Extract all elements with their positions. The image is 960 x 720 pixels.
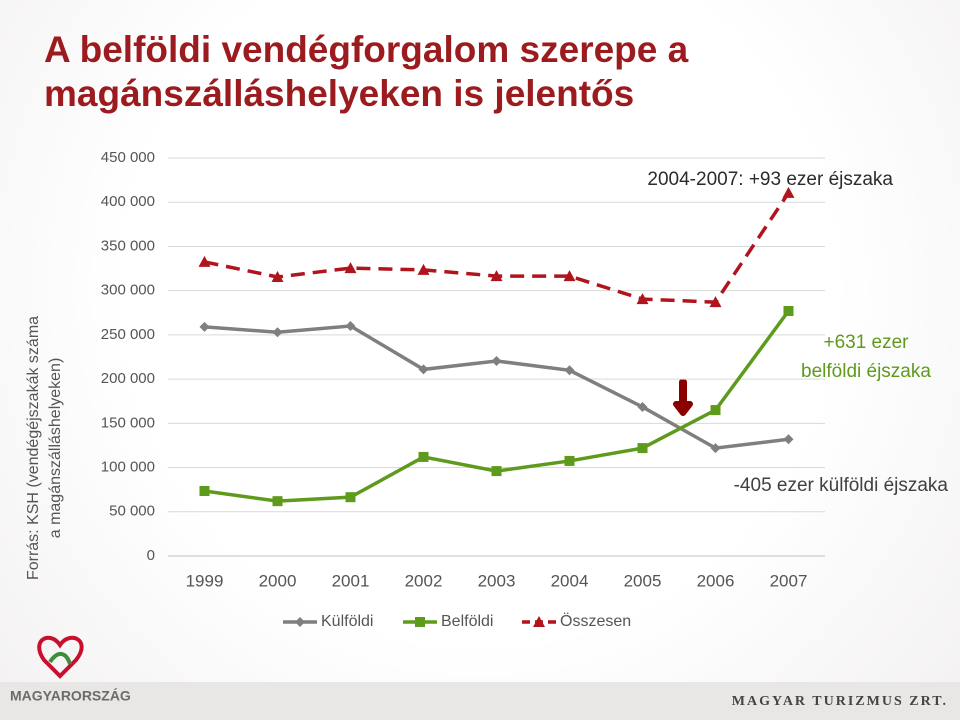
legend-marker xyxy=(415,617,425,627)
footer-right: MAGYAR TURIZMUS ZRT. xyxy=(732,694,948,709)
x-tick-label: 2000 xyxy=(259,571,297,590)
data-point xyxy=(417,263,430,275)
data-point xyxy=(272,496,283,507)
data-point xyxy=(198,255,211,267)
x-tick-label: 2004 xyxy=(551,571,589,590)
y-tick-label: 250 000 xyxy=(101,326,155,343)
annotation: 2004-2007: +93 ezer éjszaka xyxy=(647,169,893,190)
data-point xyxy=(272,327,283,338)
y-tick-label: 350 000 xyxy=(101,237,155,254)
legend-label: Külföldi xyxy=(321,613,373,630)
x-tick-label: 2001 xyxy=(332,571,370,590)
data-point xyxy=(783,306,794,317)
series-line xyxy=(204,191,790,304)
y-tick-label: 0 xyxy=(147,547,155,564)
y-tick-label: 150 000 xyxy=(101,414,155,431)
footer-bar xyxy=(0,682,960,720)
data-point xyxy=(563,270,576,282)
legend-label: Belföldi xyxy=(441,613,493,630)
legend-marker xyxy=(533,616,545,627)
data-point xyxy=(199,321,210,332)
footer-left: MAGYARORSZÁG xyxy=(10,688,131,704)
y-tick-label: 300 000 xyxy=(101,282,155,299)
y-tick-label: 450 000 xyxy=(101,149,155,166)
data-point xyxy=(344,262,357,274)
y-tick-label: 400 000 xyxy=(101,193,155,210)
y-tick-label: 200 000 xyxy=(101,370,155,387)
series-line xyxy=(204,324,789,450)
annotation: belföldi éjszaka xyxy=(801,361,931,382)
legend-label: Összesen xyxy=(560,612,631,630)
legend-marker xyxy=(295,617,305,627)
x-tick-label: 2003 xyxy=(478,571,516,590)
y-tick-label: 50 000 xyxy=(109,503,155,520)
x-tick-label: 2002 xyxy=(405,571,443,590)
data-point xyxy=(418,364,429,375)
x-tick-label: 2007 xyxy=(770,571,808,590)
data-point xyxy=(345,321,356,332)
arrow-icon xyxy=(673,379,693,416)
data-point xyxy=(564,365,575,376)
x-tick-label: 1999 xyxy=(186,571,224,590)
data-point xyxy=(783,434,794,445)
y-axis-label: Forrás: KSH (vendégéjszakák száma xyxy=(25,316,42,580)
data-point xyxy=(710,405,721,416)
data-point xyxy=(491,466,502,477)
data-point xyxy=(345,492,356,503)
data-point xyxy=(637,443,648,454)
data-point xyxy=(199,485,210,496)
slide-title: A belföldi vendégforgalom szerepe a magá… xyxy=(44,29,689,114)
annotation: +631 ezer xyxy=(823,332,909,353)
data-point xyxy=(636,293,649,305)
data-point xyxy=(418,451,429,462)
data-point xyxy=(490,270,503,282)
y-tick-label: 100 000 xyxy=(101,459,155,476)
data-point xyxy=(710,443,721,454)
annotation: -405 ezer külföldi éjszaka xyxy=(734,475,949,496)
data-point xyxy=(271,270,284,282)
x-tick-label: 2006 xyxy=(697,571,735,590)
x-tick-label: 2005 xyxy=(624,571,662,590)
data-point xyxy=(637,401,648,412)
data-point xyxy=(782,186,795,198)
data-point xyxy=(491,355,502,366)
data-point xyxy=(709,296,722,308)
data-point xyxy=(564,455,575,466)
y-axis-label: a magánszálláshelyeken) xyxy=(47,358,64,539)
logo xyxy=(37,635,84,679)
